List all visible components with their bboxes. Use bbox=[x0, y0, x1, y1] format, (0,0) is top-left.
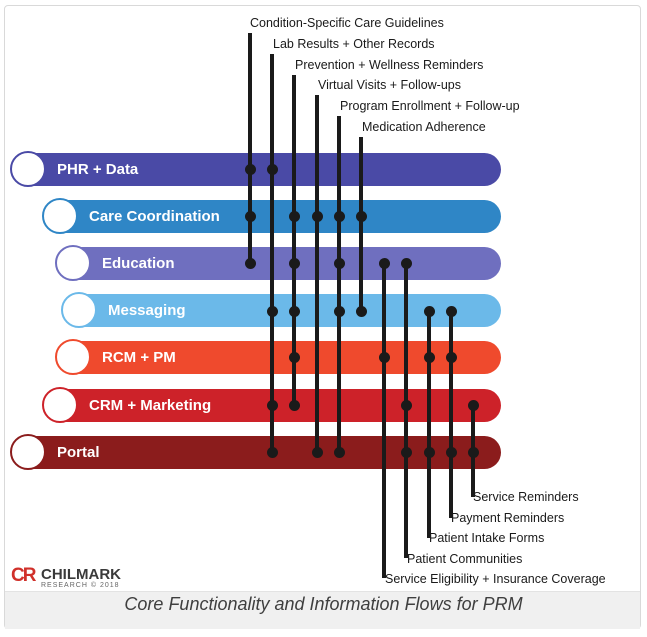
connector-node-program-enrollment bbox=[333, 446, 345, 458]
connector-node-lab-results bbox=[266, 305, 278, 317]
connector-node-program-enrollment bbox=[333, 210, 345, 222]
band-phr-data bbox=[28, 153, 501, 186]
band-education bbox=[73, 247, 501, 280]
connector-node-program-enrollment bbox=[333, 257, 345, 269]
band-circle-rcm-pm bbox=[55, 339, 91, 375]
label-medication-adherence: Medication Adherence bbox=[362, 120, 486, 134]
band-label-phr-data: PHR + Data bbox=[57, 161, 139, 178]
label-service-reminders: Service Reminders bbox=[473, 490, 579, 504]
label-service-eligibility: Service Eligibility + Insurance Coverage bbox=[385, 572, 606, 586]
connector-node-payment-reminders bbox=[445, 351, 457, 363]
connector-node-prevention-wellness bbox=[288, 210, 300, 222]
connector-line-condition-guidelines bbox=[248, 33, 252, 263]
label-virtual-visits: Virtual Visits + Follow-ups bbox=[318, 78, 461, 92]
label-program-enrollment: Program Enrollment + Follow-up bbox=[340, 99, 520, 113]
connector-node-prevention-wellness bbox=[288, 351, 300, 363]
connector-node-patient-communities bbox=[400, 399, 412, 411]
band-label-messaging: Messaging bbox=[108, 302, 186, 319]
connector-node-service-eligibility bbox=[378, 351, 390, 363]
connector-node-patient-intake bbox=[423, 351, 435, 363]
connector-node-patient-communities bbox=[400, 446, 412, 458]
band-portal bbox=[28, 436, 501, 469]
connector-node-service-eligibility bbox=[378, 257, 390, 269]
band-circle-phr-data bbox=[10, 151, 46, 187]
band-circle-crm-marketing bbox=[42, 387, 78, 423]
band-circle-care-coordination bbox=[42, 198, 78, 234]
label-patient-communities: Patient Communities bbox=[407, 552, 523, 566]
label-payment-reminders: Payment Reminders bbox=[451, 511, 565, 525]
label-condition-specific-care-guidelines: Condition-Specific Care Guidelines bbox=[250, 16, 444, 30]
connector-node-lab-results bbox=[266, 163, 278, 175]
connector-line-patient-communities bbox=[404, 263, 408, 558]
connector-line-lab-results bbox=[270, 54, 274, 452]
chilmark-mark-icon: CR bbox=[11, 565, 36, 586]
band-label-portal: Portal bbox=[57, 444, 100, 461]
caption-bar bbox=[5, 591, 640, 629]
band-label-care-coordination: Care Coordination bbox=[89, 208, 220, 225]
band-circle-education bbox=[55, 245, 91, 281]
figure-caption: Core Functionality and Information Flows… bbox=[124, 594, 523, 614]
connector-node-prevention-wellness bbox=[288, 305, 300, 317]
connector-node-lab-results bbox=[266, 446, 278, 458]
label-prevention-wellness: Prevention + Wellness Reminders bbox=[295, 58, 484, 72]
connector-line-program-enrollment bbox=[337, 116, 341, 452]
connector-node-medication-adherence bbox=[355, 210, 367, 222]
connector-node-program-enrollment bbox=[333, 305, 345, 317]
connector-line-service-eligibility bbox=[382, 263, 386, 578]
connector-node-medication-adherence bbox=[355, 305, 367, 317]
connector-node-payment-reminders bbox=[445, 446, 457, 458]
connector-node-condition-guidelines bbox=[244, 257, 256, 269]
band-label-education: Education bbox=[102, 255, 175, 272]
connector-node-service-reminders bbox=[467, 399, 479, 411]
connector-node-patient-communities bbox=[400, 257, 412, 269]
connector-node-virtual-visits bbox=[311, 446, 323, 458]
connector-line-prevention-wellness bbox=[292, 75, 296, 405]
logo-subtitle: RESEARCH © 2018 bbox=[41, 582, 120, 589]
band-circle-messaging bbox=[61, 292, 97, 328]
connector-node-patient-intake bbox=[423, 446, 435, 458]
band-label-rcm-pm: RCM + PM bbox=[102, 349, 176, 366]
band-circle-portal bbox=[10, 434, 46, 470]
logo-name: CHILMARK bbox=[41, 566, 121, 583]
band-label-crm-marketing: CRM + Marketing bbox=[89, 397, 212, 414]
connector-node-service-reminders bbox=[467, 446, 479, 458]
connector-line-patient-intake bbox=[427, 311, 431, 538]
connector-line-virtual-visits bbox=[315, 95, 319, 452]
connector-node-virtual-visits bbox=[311, 210, 323, 222]
connector-node-patient-intake bbox=[423, 305, 435, 317]
connector-node-prevention-wellness bbox=[288, 257, 300, 269]
connector-node-lab-results bbox=[266, 399, 278, 411]
connector-node-condition-guidelines bbox=[244, 163, 256, 175]
connector-line-payment-reminders bbox=[449, 311, 453, 518]
connector-node-payment-reminders bbox=[445, 305, 457, 317]
connector-node-condition-guidelines bbox=[244, 210, 256, 222]
connector-line-medication-adherence bbox=[359, 137, 363, 311]
label-patient-intake-forms: Patient Intake Forms bbox=[429, 531, 545, 545]
connector-node-prevention-wellness bbox=[288, 399, 300, 411]
band-care-coordination bbox=[60, 200, 501, 233]
label-lab-results: Lab Results + Other Records bbox=[273, 37, 435, 51]
